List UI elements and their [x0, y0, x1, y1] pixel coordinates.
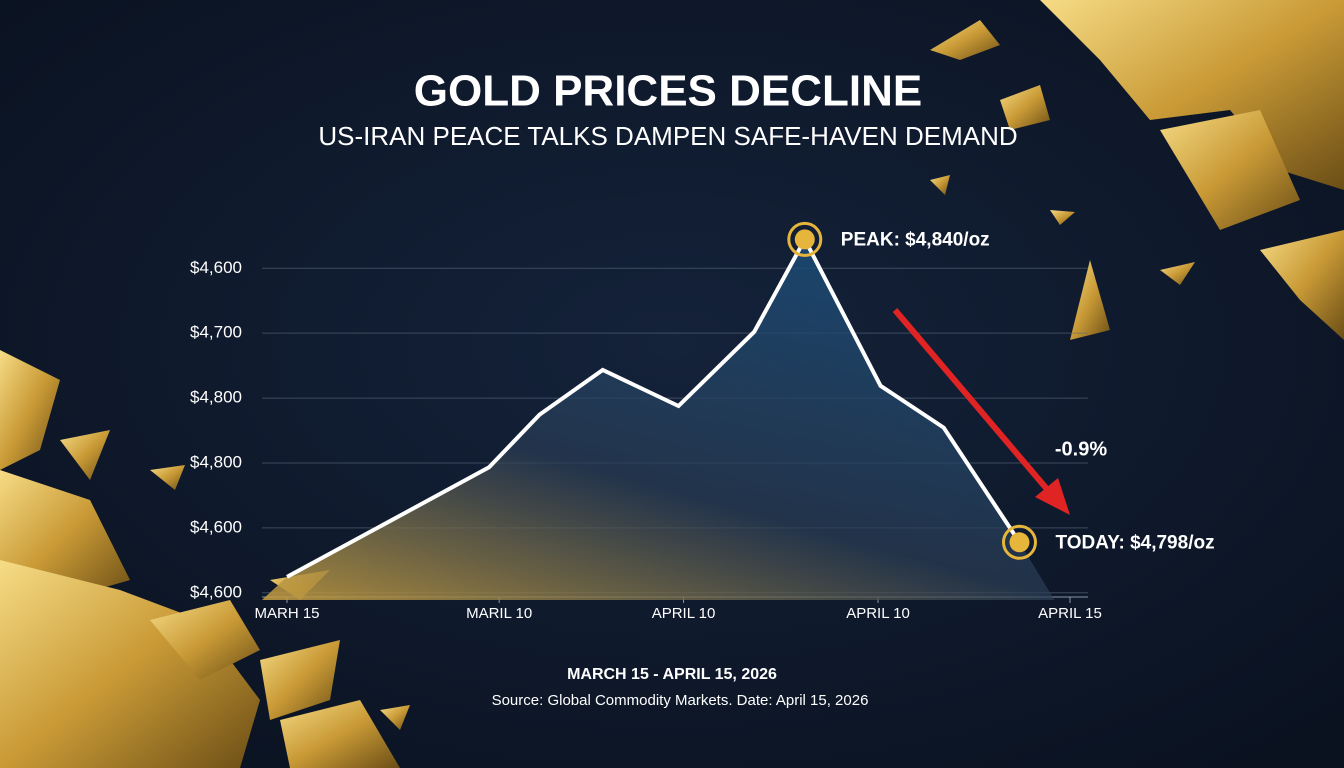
x-tick-label: MARH 15	[254, 605, 319, 622]
y-tick-label: $4,800	[190, 388, 242, 407]
y-tick-label: $4,600	[190, 582, 242, 601]
y-tick-label: $4,600	[190, 258, 242, 277]
today-marker	[1001, 524, 1037, 560]
chart-subtitle: US-IRAN PEACE TALKS DAMPEN SAFE-HAVEN DE…	[318, 121, 1017, 151]
marker-dot	[1009, 532, 1030, 553]
x-tick-label: MARIL 10	[466, 605, 532, 622]
peak-marker	[787, 221, 823, 257]
x-tick-label: APRIL 10	[846, 605, 910, 622]
source: Source: Global Commodity Markets. Date: …	[492, 692, 869, 709]
chart-title: GOLD PRICES DECLINE	[414, 67, 923, 116]
peak-label: PEAK: $4,840/oz	[841, 229, 990, 250]
change-label: -0.9%	[1055, 438, 1107, 460]
today-label: TODAY: $4,798/oz	[1055, 532, 1214, 553]
y-tick-label: $4,800	[190, 452, 242, 471]
plot: $4,600 $4,600 $4,800 $4,800 $4,700 $4,600 MARH…	[190, 221, 1215, 622]
area	[262, 239, 1055, 600]
y-tick-label: $4,700	[190, 323, 242, 342]
y-tick-label: $4,600	[190, 517, 242, 536]
marker-dot	[794, 229, 815, 250]
price-line	[286, 235, 1022, 579]
trend-arrow	[892, 308, 1070, 515]
x-tick-label: APRIL 10	[652, 605, 716, 622]
x-tick-label: APRIL 15	[1038, 605, 1102, 622]
date-range: MARCH 15 - APRIL 15, 2026	[567, 666, 777, 683]
